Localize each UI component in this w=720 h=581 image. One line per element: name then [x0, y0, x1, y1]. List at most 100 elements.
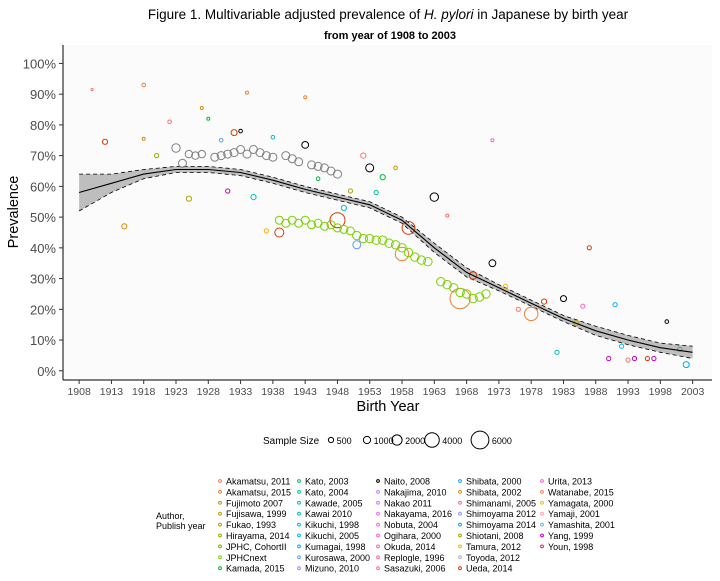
data-point: [401, 221, 416, 235]
x-tick-label: 1913: [100, 386, 124, 398]
data-point: [468, 271, 478, 280]
author-legend-key: [458, 511, 462, 516]
author-legend-label: Ogihara, 2000: [384, 531, 441, 541]
data-point: [223, 149, 233, 159]
data-point: [245, 90, 249, 95]
size-legend-circle: [362, 435, 372, 445]
x-tick-label: 1908: [67, 386, 91, 398]
data-point: [449, 283, 459, 293]
data-point: [197, 149, 207, 159]
data-point: [141, 82, 146, 88]
x-tick-label: 1918: [132, 386, 156, 398]
author-legend-key: [218, 490, 222, 494]
author-legend-key: [297, 566, 301, 571]
data-point: [429, 192, 439, 202]
data-point: [340, 204, 347, 211]
data-point: [171, 143, 181, 153]
size-legend-circle: [424, 432, 440, 448]
data-point: [184, 149, 194, 159]
data-point: [481, 289, 491, 299]
data-point: [393, 165, 398, 171]
x-tick-label: 1953: [358, 386, 382, 398]
data-point: [468, 293, 478, 304]
author-legend-key: [376, 533, 380, 538]
size-legend-label: 4000: [442, 436, 462, 446]
x-tick-label: 1978: [520, 386, 544, 398]
data-point: [352, 230, 362, 241]
data-point: [365, 233, 375, 244]
author-legend-label: Okuda, 2014: [384, 542, 436, 552]
data-point: [631, 355, 638, 362]
data-point: [682, 361, 690, 369]
data-point: [216, 151, 226, 161]
x-tick-label: 1923: [164, 386, 188, 398]
author-legend-label: Watanabe, 2015: [548, 487, 614, 497]
x-tick-label: 1948: [326, 386, 350, 398]
author-legend-key: [540, 500, 544, 505]
size-legend: Sample Size 500 1000 2000 4000 6000: [263, 430, 512, 450]
data-point: [154, 153, 160, 159]
data-point: [178, 158, 187, 168]
data-point: [261, 151, 271, 161]
author-legend-key: [540, 544, 544, 549]
y-tick-label: 50%: [30, 210, 56, 225]
data-point: [394, 246, 410, 262]
size-legend-label: 6000: [492, 436, 512, 446]
author-legend-label: Shimoyama 2012: [466, 509, 536, 519]
x-tick-label: 1973: [487, 386, 511, 398]
author-legend-label: Kawade, 2005: [305, 498, 363, 508]
data-point: [270, 134, 276, 140]
x-tick-label: 1958: [390, 386, 414, 398]
x-tick-label: 2003: [681, 386, 705, 398]
author-legend-label: Akamatsu, 2015: [226, 487, 291, 497]
author-legend-label: Kumagai, 1998: [305, 542, 366, 552]
author-legend-label: Toyoda, 2012: [466, 553, 520, 563]
data-point: [101, 138, 109, 145]
data-point: [560, 295, 567, 303]
x-tick-label: 1938: [261, 386, 285, 398]
author-legend-key: [297, 479, 301, 483]
data-point: [360, 152, 367, 159]
data-point: [185, 195, 192, 202]
data-point: [199, 106, 204, 110]
data-point: [612, 302, 618, 308]
data-point: [436, 277, 446, 287]
author-legend-key: [376, 522, 380, 527]
data-point: [445, 213, 450, 218]
author-legend-label: Kato, 2004: [305, 487, 349, 497]
data-point: [541, 298, 548, 305]
data-point: [677, 346, 683, 352]
author-legend-key: [297, 490, 301, 494]
size-legend-circle: [391, 434, 403, 446]
author-legend-label: Shiotani, 2008: [466, 531, 524, 541]
data-point: [625, 357, 631, 363]
data-point: [524, 306, 539, 322]
author-legend-label: JPHCnext: [226, 553, 267, 563]
author-legend-label: Shimanami, 2005: [466, 498, 536, 508]
data-point: [294, 157, 304, 167]
size-legend-circle: [327, 436, 335, 444]
size-legend-title: Sample Size: [263, 436, 320, 447]
data-point: [339, 224, 349, 234]
data-point: [573, 320, 580, 327]
data-point: [230, 129, 238, 137]
author-legend: Author,Publish year Akamatsu, 2011Akamats…: [156, 477, 615, 574]
x-tick-label: 1968: [455, 386, 479, 398]
author-legend-key: [218, 511, 222, 516]
data-point: [315, 176, 321, 181]
data-point: [141, 136, 146, 141]
data-point: [191, 151, 200, 160]
x-axis-label: Birth Year: [357, 399, 420, 415]
y-tick-label: 10%: [30, 333, 56, 348]
author-legend-label: Yamagata, 2000: [548, 498, 613, 508]
data-point: [390, 240, 401, 250]
data-point: [210, 152, 220, 162]
author-legend-label: Nakao 2011: [384, 498, 432, 508]
y-tick-label: 70%: [30, 149, 56, 164]
y-tick-label: 30%: [30, 272, 56, 287]
data-point: [461, 289, 472, 299]
author-legend-key: [218, 544, 222, 549]
data-point: [307, 160, 317, 170]
data-point: [644, 355, 651, 362]
data-point: [236, 145, 246, 154]
